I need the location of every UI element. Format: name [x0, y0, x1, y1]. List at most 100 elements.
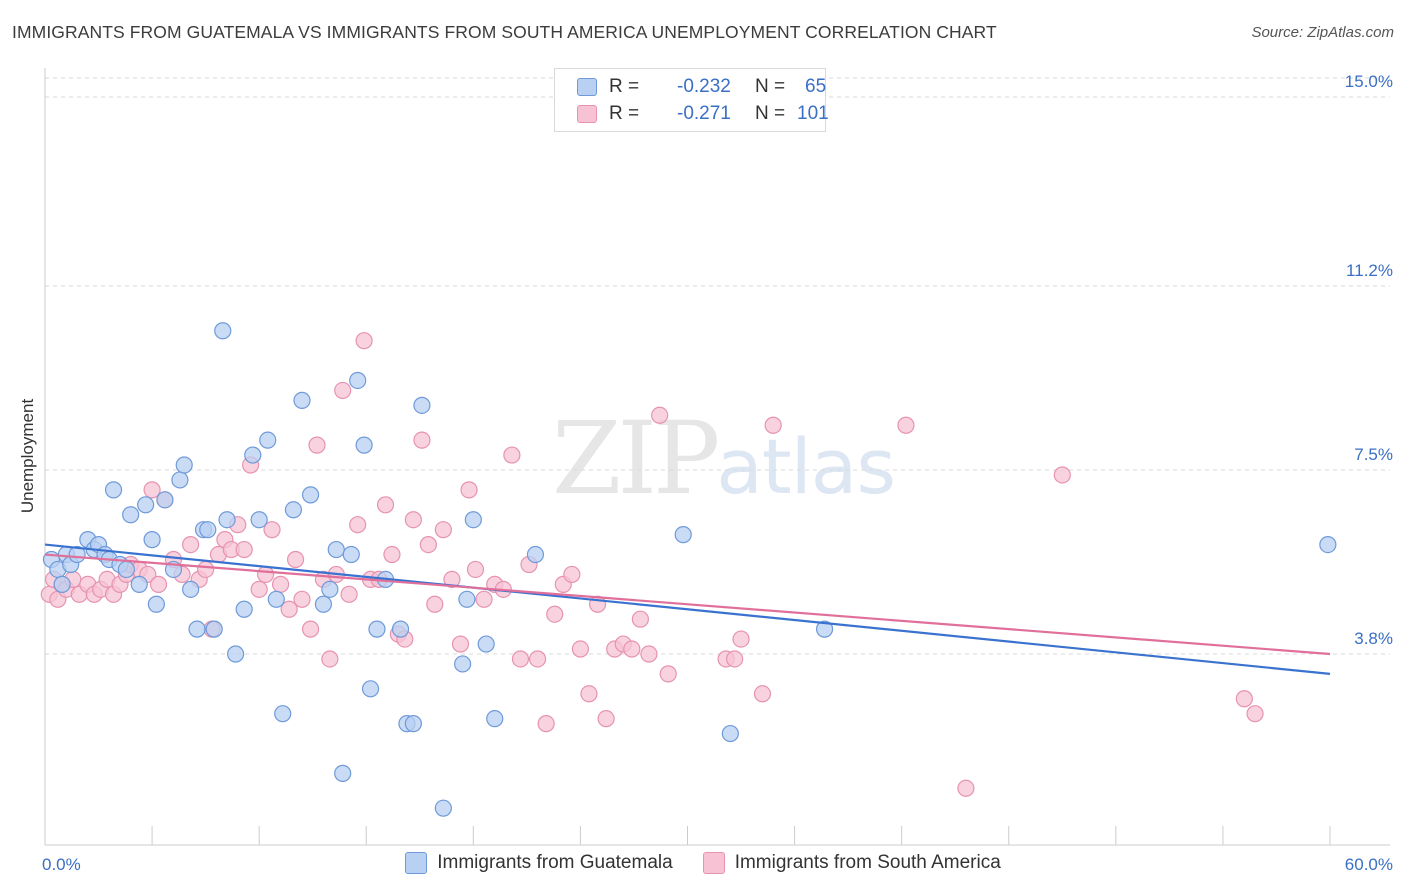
- data-point-guatemala: [199, 521, 217, 539]
- series-legend-label-south-america: Immigrants from South America: [734, 852, 1001, 873]
- data-point-south-america: [466, 560, 485, 579]
- data-point-guatemala: [721, 724, 739, 743]
- data-point-south-america: [334, 381, 352, 400]
- data-point-south-america: [580, 685, 598, 703]
- data-point-guatemala: [68, 545, 86, 564]
- data-point-south-america: [182, 535, 200, 554]
- legend-n-label: N =: [755, 76, 786, 97]
- data-point-guatemala: [486, 710, 504, 728]
- data-point-south-america: [321, 650, 339, 668]
- data-point-guatemala: [171, 471, 189, 489]
- data-point-guatemala: [458, 590, 476, 608]
- data-point-guatemala: [368, 620, 386, 638]
- data-point-south-america: [404, 511, 422, 529]
- watermark-zip: ZIP: [552, 400, 720, 517]
- data-point-south-america: [235, 540, 253, 559]
- series-legend-swatch-guatemala: [405, 852, 428, 874]
- data-point-south-america: [413, 431, 431, 449]
- data-point-south-america: [753, 685, 772, 703]
- data-point-south-america: [659, 665, 677, 683]
- chart-source: Source: ZipAtlas.com: [1251, 24, 1394, 41]
- data-point-guatemala: [205, 620, 223, 638]
- data-point-guatemala: [147, 595, 165, 613]
- data-point-guatemala: [156, 491, 174, 509]
- legend-r-label: R =: [609, 103, 640, 124]
- data-point-guatemala: [391, 620, 410, 638]
- data-point-guatemala: [259, 431, 277, 449]
- watermark-atlas: atlas: [716, 422, 896, 511]
- data-point-south-america: [383, 545, 401, 564]
- data-point-south-america: [546, 605, 564, 623]
- series-legend-item-south-america: Immigrants from South America: [702, 852, 1001, 874]
- series-legend-item-guatemala: Immigrants from Guatemala: [405, 852, 673, 874]
- data-point-guatemala: [815, 620, 834, 638]
- data-point-guatemala: [250, 511, 268, 529]
- data-point-south-america: [340, 585, 358, 603]
- data-point-guatemala: [130, 575, 148, 593]
- data-point-south-america: [197, 560, 215, 579]
- data-point-south-america: [475, 590, 493, 608]
- data-point-guatemala: [235, 600, 253, 618]
- data-point-guatemala: [137, 496, 155, 514]
- data-point-guatemala: [104, 481, 123, 499]
- data-point-south-america: [419, 535, 437, 554]
- data-point-south-america: [280, 600, 298, 618]
- data-point-south-america: [732, 630, 750, 648]
- data-point-guatemala: [674, 526, 692, 544]
- chart-title: IMMIGRANTS FROM GUATEMALA VS IMMIGRANTS …: [12, 22, 997, 42]
- data-point-guatemala: [117, 560, 135, 579]
- data-point-south-america: [597, 710, 615, 728]
- data-point-south-america: [355, 332, 373, 350]
- data-point-guatemala: [477, 635, 495, 653]
- data-point-south-america: [301, 620, 320, 638]
- legend-swatch-guatemala: [577, 78, 597, 96]
- data-point-guatemala: [188, 620, 206, 638]
- data-point-south-america: [293, 590, 311, 608]
- data-point-south-america: [563, 565, 581, 584]
- data-point-south-america: [349, 516, 367, 534]
- y-tick-label: 15.0%: [1345, 72, 1393, 91]
- data-point-south-america: [897, 416, 915, 434]
- data-point-south-america: [250, 580, 268, 598]
- data-point-south-america: [451, 635, 470, 653]
- data-point-guatemala: [434, 799, 452, 817]
- data-point-south-america: [1053, 466, 1071, 484]
- data-point-south-america: [460, 481, 478, 499]
- data-point-guatemala: [321, 580, 339, 598]
- data-point-south-america: [143, 481, 161, 499]
- y-tick-label: 3.8%: [1354, 629, 1393, 648]
- data-point-guatemala: [143, 531, 161, 549]
- data-point-south-america: [623, 640, 641, 658]
- data-point-guatemala: [284, 501, 303, 519]
- data-point-guatemala: [122, 506, 140, 524]
- data-point-guatemala: [175, 456, 193, 474]
- data-point-guatemala: [334, 764, 352, 782]
- data-point-guatemala: [355, 436, 373, 454]
- series-legend: Immigrants from Guatemala Immigrants fro…: [0, 852, 1406, 874]
- data-point-guatemala: [293, 391, 311, 409]
- data-point-guatemala: [413, 396, 431, 414]
- data-point-guatemala: [464, 511, 482, 529]
- data-point-south-america: [764, 416, 782, 434]
- data-point-south-america: [537, 715, 555, 733]
- data-point-guatemala: [218, 511, 236, 529]
- legend-row-south-america: R = -0.271 N = 101: [577, 102, 829, 126]
- data-point-guatemala: [526, 545, 545, 564]
- data-point-south-america: [256, 565, 275, 584]
- data-point-south-america: [640, 645, 658, 663]
- data-point-south-america: [149, 575, 168, 593]
- data-point-south-america: [443, 570, 461, 589]
- legend-r-label: R =: [609, 76, 640, 97]
- correlation-legend: R = -0.232 N = 65 R = -0.271 N = 101: [554, 68, 829, 132]
- data-point-south-america: [1246, 705, 1264, 723]
- data-point-guatemala: [342, 545, 360, 564]
- data-point-south-america: [528, 650, 547, 668]
- trend-line-south-america: [44, 553, 1331, 656]
- data-point-south-america: [434, 521, 452, 539]
- x-tick-label: 60.0%: [1345, 855, 1393, 874]
- data-point-guatemala: [1319, 535, 1337, 554]
- data-point-guatemala: [349, 371, 367, 390]
- data-point-south-america: [308, 436, 326, 454]
- data-point-guatemala: [274, 705, 292, 723]
